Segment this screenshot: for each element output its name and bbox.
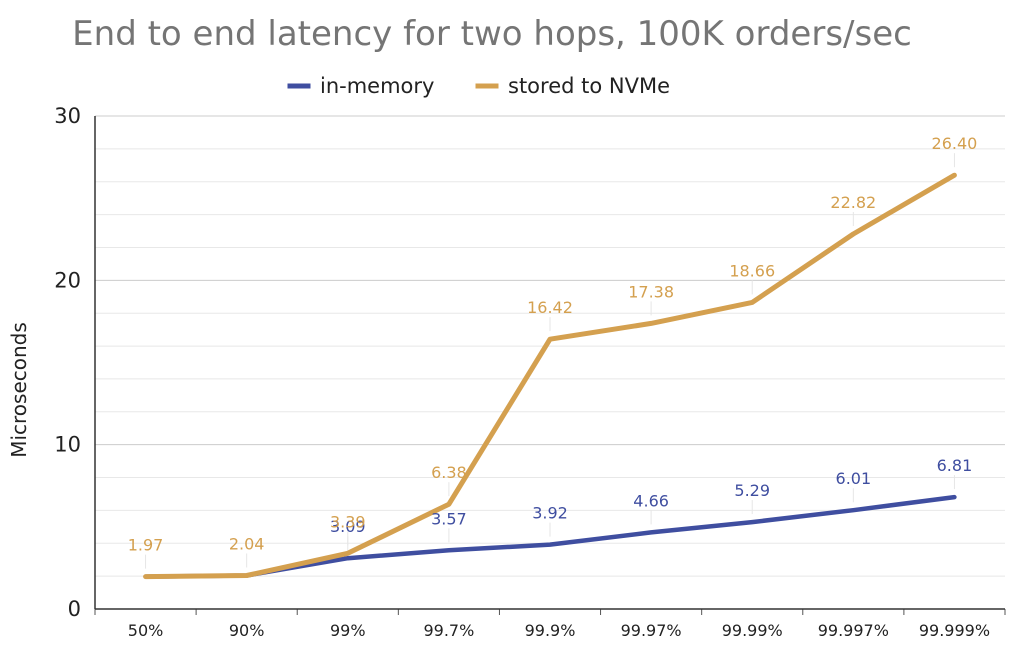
data-label: 22.82 [830,193,876,212]
data-label: 3.57 [431,509,467,528]
major-gridlines [95,115,1005,446]
legend-label: stored to NVMe [508,74,670,98]
x-tick-label: 99.7% [423,621,474,640]
series-line-nvme [143,172,957,580]
legend: in-memory stored to NVMe [287,74,670,98]
data-label: 6.01 [836,469,872,488]
series-layer [143,172,957,580]
data-label: 17.38 [628,282,674,301]
x-tick-label: 99.97% [621,621,682,640]
x-tick-label: 99.99% [722,621,783,640]
data-label: 3.92 [532,504,568,523]
y-tick-label: 10 [54,433,81,457]
data-label: 16.42 [527,298,573,317]
legend-label: in-memory [320,74,434,98]
data-label: 1.97 [128,536,164,555]
y-tick-labels: 0 10 20 30 [54,104,81,621]
data-labels: 3.09 3.57 3.92 4.66 5.29 6.01 6.81 1.97 2.04 3.39… [128,134,978,569]
data-label: 26.40 [932,134,978,153]
data-label: 5.29 [734,481,770,500]
minor-gridlines [95,148,1005,577]
y-tick-label: 0 [68,597,81,621]
y-tick-label: 20 [54,268,81,292]
x-tick-label: 99.997% [818,621,889,640]
data-label: 6.81 [937,456,973,475]
data-label: 18.66 [729,261,775,280]
x-tick-label: 90% [229,621,265,640]
x-tick-labels: 50% 90% 99% 99.7% 99.9% 99.97% 99.99% 99.997% 99… [128,621,990,640]
axes [94,116,1005,610]
chart-title: End to end latency for two hops, 100K or… [72,14,912,54]
data-label: 6.38 [431,463,467,482]
data-label: 3.39 [330,512,366,531]
data-label: 3.09 [330,517,366,536]
x-tick-label: 99% [330,621,366,640]
x-tick-label: 99.999% [919,621,990,640]
y-axis-label: Microseconds [7,322,31,458]
x-tick-label: 99.9% [525,621,576,640]
data-label: 2.04 [229,534,265,553]
x-tick-marks [94,609,1006,615]
x-tick-label: 50% [128,621,164,640]
y-tick-label: 30 [54,104,81,128]
data-label: 4.66 [633,491,669,510]
